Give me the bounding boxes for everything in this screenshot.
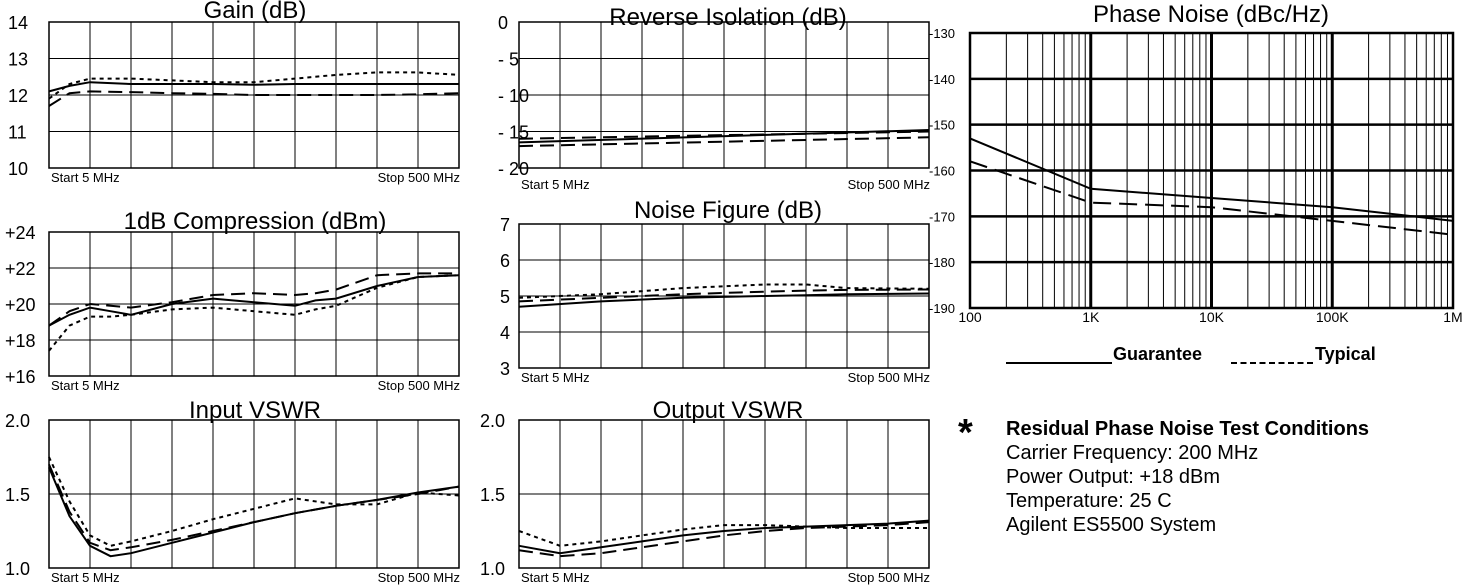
chart-title: 1dB Compression (dBm) <box>124 208 387 235</box>
series-line-dotted <box>48 71 460 100</box>
asterisk-icon: * <box>958 412 973 454</box>
chart-output-vswr: Output VSWR 2.0 1.5 1.0 Start 5 MHz Stop 500 … <box>480 397 930 585</box>
y-tick-label: +16 <box>5 367 36 387</box>
y-tick-label: 1.5 <box>480 485 505 505</box>
series-line-dotted <box>518 283 930 299</box>
y-tick-label: 4 <box>500 323 510 343</box>
series-line-dashed <box>48 272 459 327</box>
chart-reverse-isolation: Reverse Isolation (dB)0- 5- 10- 15- 20St… <box>498 4 930 192</box>
x-start-label: Start 5 MHz <box>51 170 120 185</box>
y-tick-label: -130 <box>929 26 955 41</box>
y-tick-label: 2.0 <box>480 411 505 431</box>
x-stop-label: Stop 500 MHz <box>378 170 460 185</box>
condition-carrier-frequency: Carrier Frequency: 200 MHz <box>1006 442 1259 464</box>
chart-gain: Gain (dB) 14 13 12 11 10 Start 5 MHz Stop 500 M… <box>8 0 460 185</box>
y-tick-label: 12 <box>8 86 28 106</box>
y-tick-label: 10 <box>8 159 28 179</box>
chart-noise-figure: Noise Figure (dB) 7 6 5 4 3 Start 5 MHz Stop 50… <box>500 197 930 385</box>
condition-system: Agilent ES5500 System <box>1006 514 1217 536</box>
test-conditions-title: Residual Phase Noise Test Conditions <box>1006 418 1370 440</box>
series-line-dashed <box>518 136 930 148</box>
phase-noise-legend: Guarantee Typical <box>1003 344 1463 370</box>
x-tick-label: 100K <box>1316 309 1349 325</box>
y-tick-label: - 20 <box>498 159 529 179</box>
series-line-solid <box>48 274 460 327</box>
y-tick-label: 7 <box>500 215 510 235</box>
x-stop-label: Stop 500 MHz <box>848 370 930 385</box>
x-stop-label: Stop 500 MHz <box>378 378 460 393</box>
series-line-dashed <box>518 130 930 140</box>
y-tick-label: 1.5 <box>5 485 30 505</box>
series-line-dashed <box>48 90 460 107</box>
series-line-dotted <box>48 456 460 547</box>
y-tick-label: 1.0 <box>480 559 505 579</box>
y-tick-label: -160 <box>929 164 955 179</box>
series-line-dashed <box>48 464 460 552</box>
chart-title: Output VSWR <box>653 397 804 424</box>
x-tick-label: 1K <box>1082 309 1100 325</box>
y-tick-label: +18 <box>5 331 36 351</box>
x-tick-label: 100 <box>958 309 982 325</box>
x-start-label: Start 5 MHz <box>521 177 590 192</box>
legend-guarantee-label: Guarantee <box>1113 344 1203 364</box>
y-tick-label: 1.0 <box>5 559 30 579</box>
y-tick-label: +20 <box>5 295 36 315</box>
series-line-dashed <box>518 288 930 303</box>
series-line-dotted <box>48 274 460 352</box>
legend-typical-line-icon <box>1231 362 1313 364</box>
series-line-guarantee <box>969 137 1454 222</box>
y-tick-label: 5 <box>500 287 510 307</box>
x-start-label: Start 5 MHz <box>521 570 590 585</box>
x-stop-label: Stop 500 MHz <box>378 570 460 585</box>
x-start-label: Start 5 MHz <box>521 370 590 385</box>
chart-title: Noise Figure (dB) <box>634 197 822 224</box>
chart-title: Reverse Isolation (dB) <box>609 4 846 31</box>
x-start-label: Start 5 MHz <box>51 570 120 585</box>
series-line-solid <box>518 292 930 308</box>
chart-title: Phase Noise (dBc/Hz) <box>1093 1 1329 28</box>
y-tick-label: -170 <box>929 209 955 224</box>
x-stop-label: Stop 500 MHz <box>848 570 930 585</box>
y-tick-label: +24 <box>5 223 36 243</box>
y-tick-label: 3 <box>500 359 510 379</box>
legend-guarantee-line-icon <box>1006 362 1112 364</box>
y-tick-label: +22 <box>5 259 36 279</box>
y-tick-label: - 10 <box>498 86 529 106</box>
y-tick-label: - 5 <box>498 50 519 70</box>
y-tick-label: - 15 <box>498 123 529 143</box>
chart-input-vswr: Input VSWR 2.0 1.5 1.0 Start 5 MHz Stop 500 M… <box>5 397 460 585</box>
chart-compression: 1dB Compression (dBm) +24 +22 +20 +18 +16 Star… <box>5 208 460 393</box>
series-line-dashed <box>518 521 930 558</box>
x-tick-label: 1M <box>1443 309 1462 325</box>
chart-phase-noise: Phase Noise (dBc/Hz) -130 -140 -150 -160 -170… <box>929 1 1463 325</box>
y-tick-label: 13 <box>8 50 28 70</box>
condition-power-output: Power Output: +18 dBm <box>1006 466 1221 488</box>
y-tick-label: 14 <box>8 13 28 33</box>
condition-temperature: Temperature: 25 C <box>1006 490 1172 512</box>
y-tick-label: -140 <box>929 72 955 87</box>
series-line-solid <box>518 519 930 555</box>
y-tick-label: 2.0 <box>5 411 30 431</box>
y-tick-label: 0 <box>498 13 508 33</box>
x-start-label: Start 5 MHz <box>51 378 120 393</box>
y-tick-label: -150 <box>929 118 955 133</box>
y-tick-label: -190 <box>929 301 955 316</box>
series-line-typical <box>969 160 1454 236</box>
chart-title: Input VSWR <box>189 397 321 424</box>
series-line-solid <box>48 81 459 93</box>
y-tick-label: 11 <box>8 123 27 143</box>
y-tick-label: 6 <box>500 251 510 271</box>
chart-title: Gain (dB) <box>204 0 307 24</box>
x-tick-label: 10K <box>1199 309 1225 325</box>
legend-typical-label: Typical <box>1315 344 1376 364</box>
x-stop-label: Stop 500 MHz <box>848 177 930 192</box>
y-tick-label: -180 <box>929 255 955 270</box>
series-line-dotted <box>518 524 929 547</box>
